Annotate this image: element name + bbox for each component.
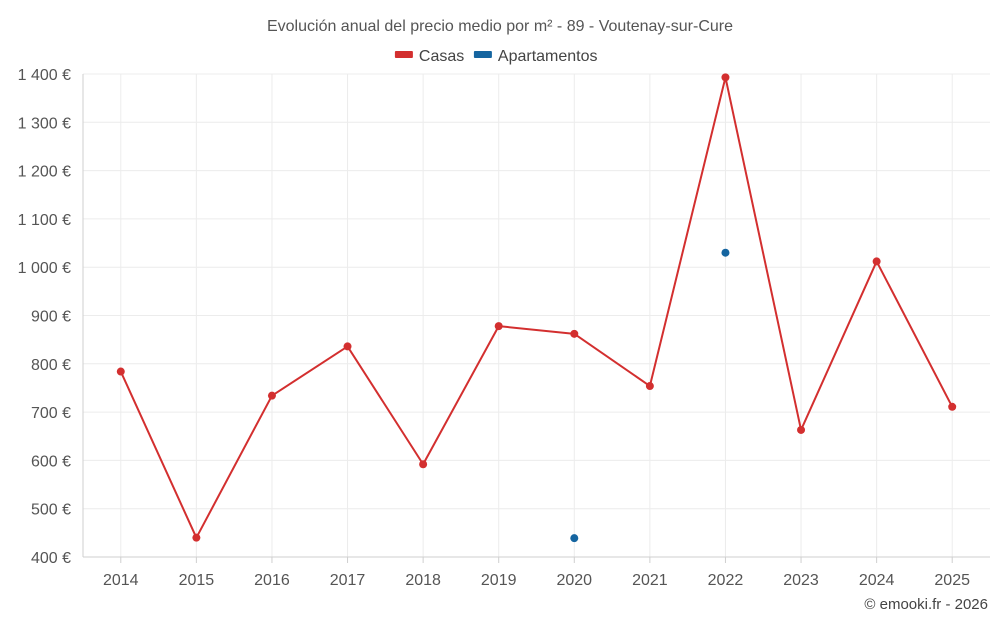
casas-data-point[interactable] <box>267 391 276 400</box>
x-tick-label: 2017 <box>330 572 366 589</box>
x-tick-label: 2014 <box>103 572 139 589</box>
y-tick-label: 400 € <box>31 550 71 567</box>
y-tick-label: 1 300 € <box>18 115 71 132</box>
x-tick-label: 2024 <box>859 572 895 589</box>
x-tick-label: 2015 <box>179 572 215 589</box>
apartamentos-data-point[interactable] <box>570 534 579 543</box>
apartamentos-data-point[interactable] <box>721 248 730 257</box>
casas-data-point[interactable] <box>419 460 428 469</box>
y-tick-label: 1 400 € <box>18 67 71 84</box>
casas-series-line <box>119 76 954 539</box>
legend[interactable]: Casas Apartamentos <box>394 48 598 65</box>
x-tick-label: 2021 <box>632 572 668 589</box>
chart-title: Evolución anual del precio medio por m² … <box>267 18 733 35</box>
x-tick-label: 2020 <box>556 572 592 589</box>
legend-label-casas: Casas <box>419 48 464 65</box>
y-tick-label: 900 € <box>31 309 71 326</box>
casas-data-point[interactable] <box>494 322 503 331</box>
x-tick-label: 2025 <box>934 572 970 589</box>
x-tick-label: 2019 <box>481 572 517 589</box>
x-tick-label: 2022 <box>708 572 744 589</box>
casas-data-point[interactable] <box>192 533 201 542</box>
grid <box>83 73 990 558</box>
footer-credit: © emooki.fr - 2026 <box>864 596 988 613</box>
casas-data-point[interactable] <box>948 402 957 411</box>
y-tick-label: 800 € <box>31 357 71 374</box>
y-tick-label: 1 000 € <box>18 260 71 277</box>
legend-item-apartamentos[interactable]: Apartamentos <box>473 48 598 65</box>
casas-data-point[interactable] <box>570 329 579 338</box>
y-tick-label: 700 € <box>31 405 71 422</box>
y-tick-label: 1 200 € <box>18 164 71 181</box>
casas-data-point[interactable] <box>645 382 654 391</box>
casas-data-point[interactable] <box>797 425 806 434</box>
casas-data-point[interactable] <box>343 342 352 351</box>
legend-swatch-apartamentos <box>473 51 492 58</box>
x-tick-label: 2023 <box>783 572 819 589</box>
axes: 400 € 500 € 600 € 700 € 800 € 900 € 1 000 € 1 1… <box>18 67 990 589</box>
x-tick-label: 2018 <box>405 572 441 589</box>
casas-data-point[interactable] <box>721 73 730 82</box>
y-tick-label: 1 100 € <box>18 212 71 229</box>
x-tick-label: 2016 <box>254 572 290 589</box>
casas-data-point[interactable] <box>872 257 881 266</box>
y-tick-label: 500 € <box>31 502 71 519</box>
legend-label-apartamentos: Apartamentos <box>498 48 598 65</box>
series-layer <box>116 73 957 543</box>
legend-item-casas[interactable]: Casas <box>394 48 464 65</box>
casas-data-point[interactable] <box>116 367 125 376</box>
y-tick-label: 600 € <box>31 453 71 470</box>
legend-swatch-casas <box>394 51 413 58</box>
